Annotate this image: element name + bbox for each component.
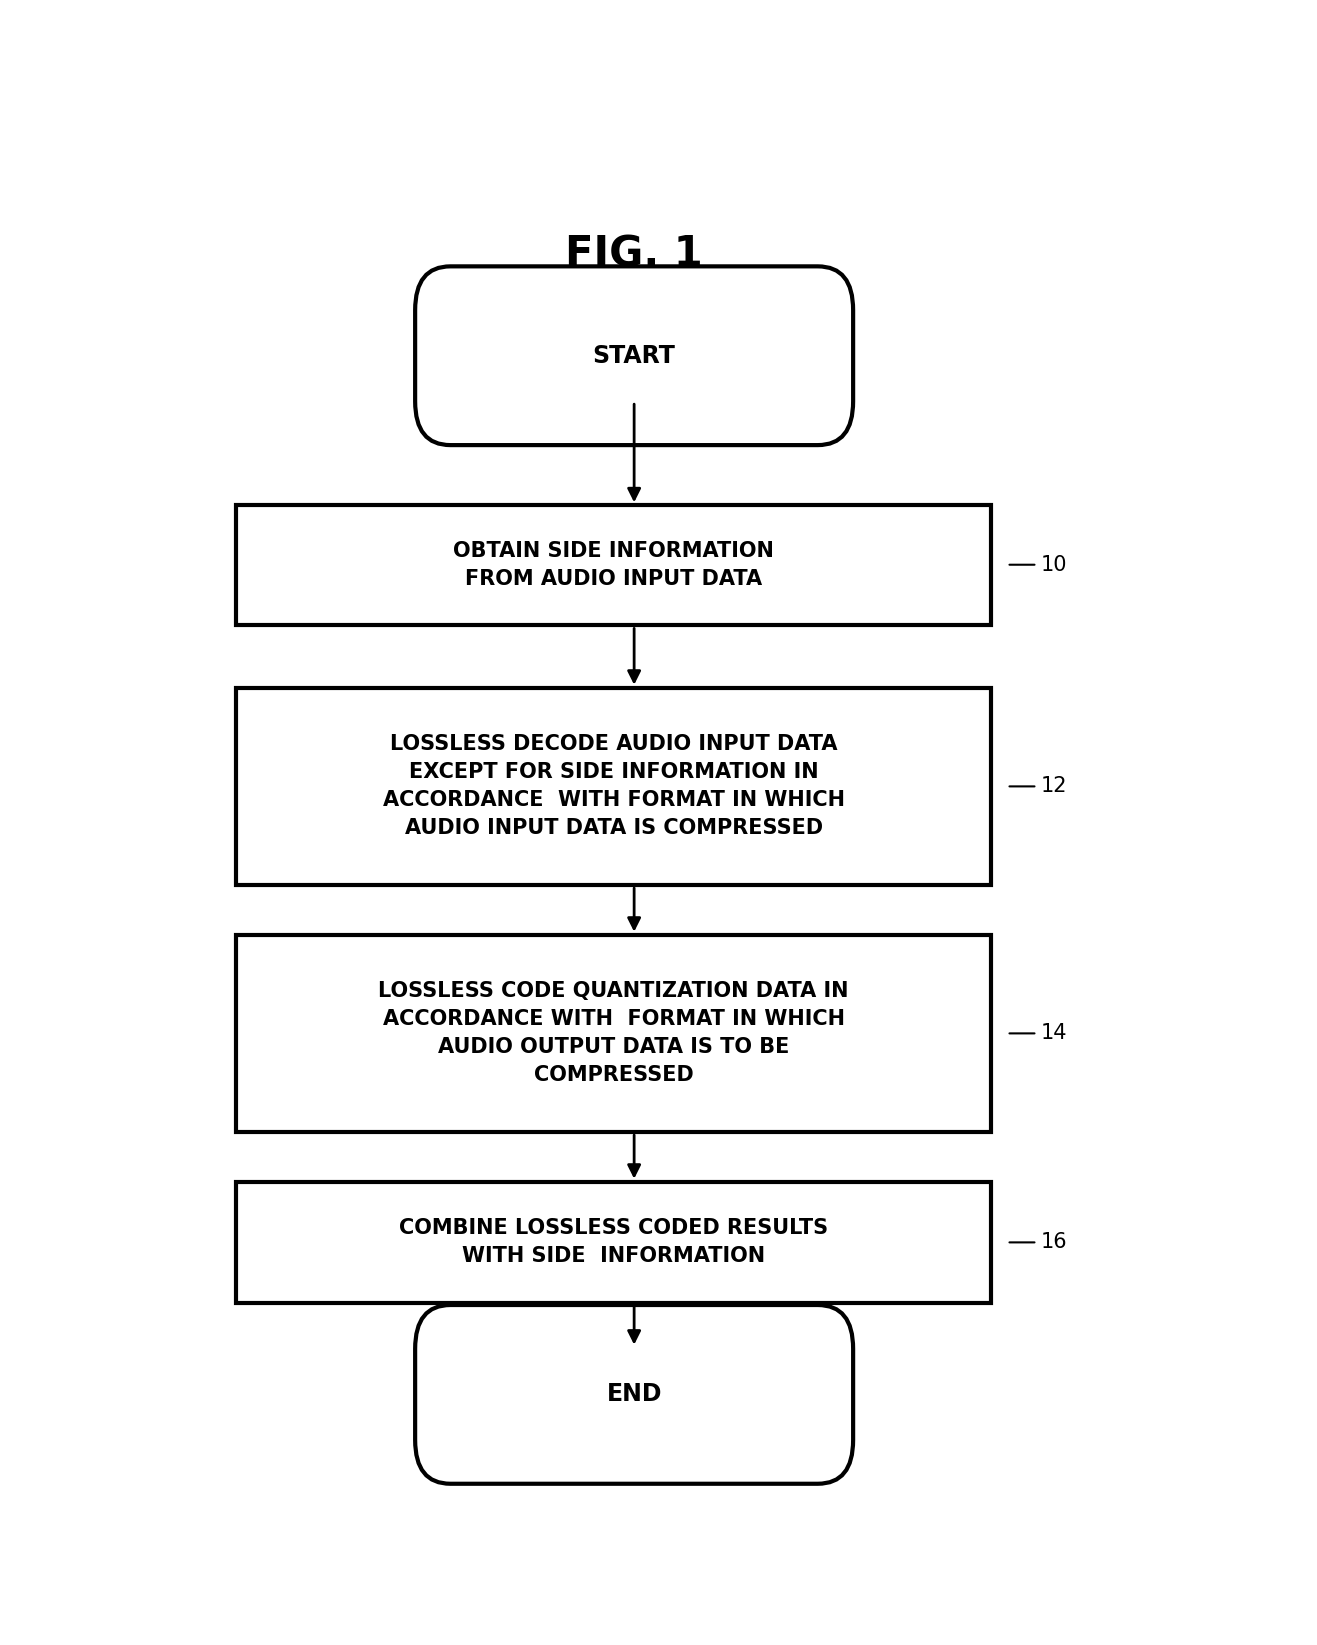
Text: LOSSLESS CODE QUANTIZATION DATA IN
ACCORDANCE WITH  FORMAT IN WHICH
AUDIO OUTPUT: LOSSLESS CODE QUANTIZATION DATA IN ACCOR… bbox=[378, 982, 849, 1086]
FancyBboxPatch shape bbox=[415, 266, 853, 446]
FancyBboxPatch shape bbox=[236, 505, 992, 625]
Text: OBTAIN SIDE INFORMATION
FROM AUDIO INPUT DATA: OBTAIN SIDE INFORMATION FROM AUDIO INPUT… bbox=[453, 541, 774, 589]
Text: 14: 14 bbox=[1040, 1023, 1067, 1043]
Text: LOSSLESS DECODE AUDIO INPUT DATA
EXCEPT FOR SIDE INFORMATION IN
ACCORDANCE  WITH: LOSSLESS DECODE AUDIO INPUT DATA EXCEPT … bbox=[383, 734, 844, 839]
Text: END: END bbox=[606, 1382, 662, 1406]
Text: START: START bbox=[593, 344, 676, 368]
Text: 12: 12 bbox=[1040, 776, 1067, 796]
FancyBboxPatch shape bbox=[236, 936, 992, 1132]
Text: 10: 10 bbox=[1040, 554, 1067, 574]
Text: FIG. 1: FIG. 1 bbox=[565, 234, 703, 275]
Text: COMBINE LOSSLESS CODED RESULTS
WITH SIDE  INFORMATION: COMBINE LOSSLESS CODED RESULTS WITH SIDE… bbox=[399, 1219, 828, 1267]
FancyBboxPatch shape bbox=[415, 1304, 853, 1484]
FancyBboxPatch shape bbox=[236, 688, 992, 885]
Text: 16: 16 bbox=[1040, 1232, 1067, 1252]
FancyBboxPatch shape bbox=[236, 1183, 992, 1303]
